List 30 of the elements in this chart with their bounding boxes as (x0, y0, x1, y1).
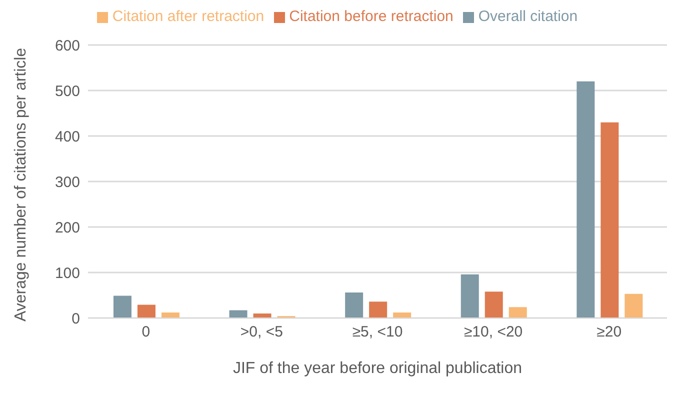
bar (369, 302, 388, 318)
bar (137, 304, 156, 318)
bar (460, 274, 479, 318)
bar (576, 81, 595, 318)
bar (484, 292, 503, 318)
bar (229, 310, 248, 318)
x-tick-label: ≥5, <10 (352, 324, 403, 341)
bar (345, 292, 364, 318)
x-tick-label: >0, <5 (240, 324, 283, 341)
x-tick-label: ≥10, <20 (464, 324, 523, 341)
bar (113, 296, 132, 318)
y-tick-label: 600 (54, 37, 80, 54)
bar (161, 312, 180, 318)
bar (624, 294, 643, 318)
y-tick-label: 400 (54, 128, 80, 146)
legend-label: Citation after retraction (112, 8, 264, 25)
bar (508, 307, 527, 318)
legend-label: Overall citation (478, 8, 578, 25)
legend-label: Citation before retraction (289, 8, 454, 25)
y-axis-title: Average number of citations per article (12, 48, 30, 322)
y-tick-label: 300 (54, 174, 80, 191)
y-tick-label: 100 (54, 264, 80, 282)
y-tick-label: 0 (72, 310, 80, 328)
x-tick-label: 0 (142, 324, 150, 341)
y-tick-label: 500 (54, 82, 80, 100)
y-tick-label: 200 (54, 219, 80, 236)
x-tick-label: ≥20 (596, 324, 622, 341)
bar (393, 312, 412, 318)
bar (600, 122, 619, 318)
x-axis-title: JIF of the year before original publication (232, 360, 522, 377)
